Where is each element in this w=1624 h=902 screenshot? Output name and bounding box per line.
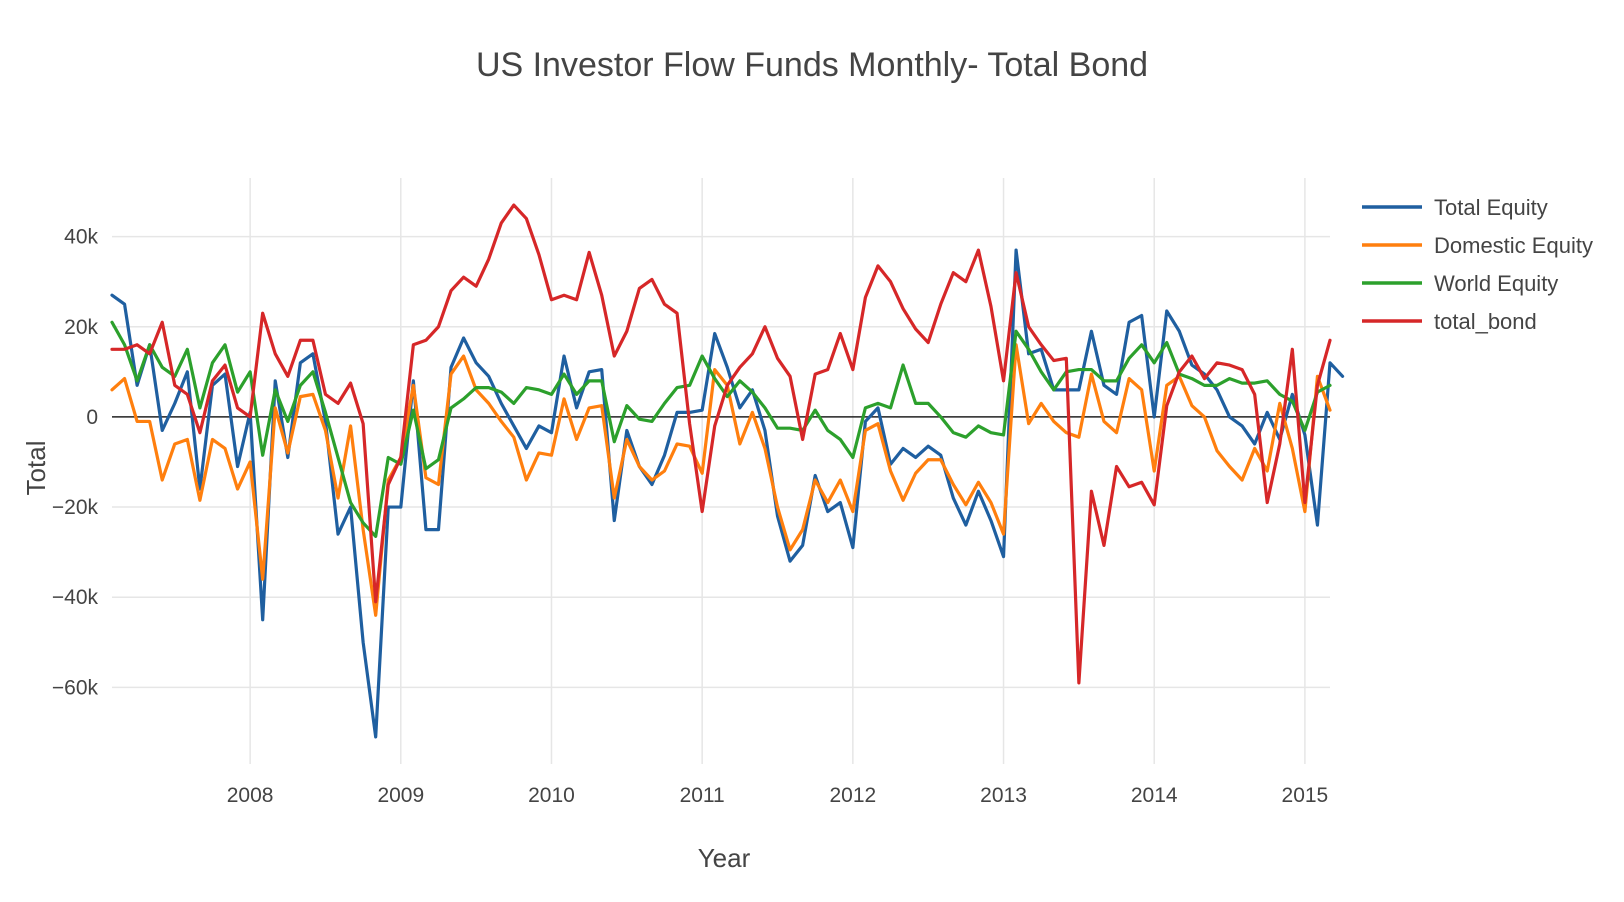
legend-item[interactable]: Total Equity xyxy=(1362,195,1548,220)
legend-label: Total Equity xyxy=(1434,195,1548,220)
legend-item[interactable]: total_bond xyxy=(1362,309,1537,334)
y-tick-label: −20k xyxy=(52,496,99,519)
y-tick-label: 20k xyxy=(64,316,98,339)
x-tick-label: 2011 xyxy=(680,784,725,807)
x-tick-label: 2012 xyxy=(829,784,876,807)
legend-label: total_bond xyxy=(1434,309,1537,334)
x-tick-label: 2008 xyxy=(227,784,274,807)
x-axis-ticks: 2008 2009 2010 2011 2012 2013 2014 2015 xyxy=(227,784,1328,807)
x-tick-label: 2013 xyxy=(980,784,1027,807)
series-line-total-bond xyxy=(110,203,1332,685)
series-line-domestic-equity xyxy=(110,343,1332,617)
legend-label: Domestic Equity xyxy=(1434,233,1593,258)
series-line-world-equity xyxy=(110,320,1332,538)
y-axis-ticks: 40k 20k 0 −20k −40k −60k xyxy=(52,226,99,700)
gridlines xyxy=(112,178,1330,764)
series-lines xyxy=(110,203,1345,739)
chart-title: US Investor Flow Funds Monthly- Total Bo… xyxy=(476,46,1148,84)
y-tick-label: 40k xyxy=(64,226,98,249)
y-tick-label: 0 xyxy=(86,406,98,429)
x-axis-title: Year xyxy=(698,843,751,873)
y-axis-title: Total xyxy=(21,441,51,496)
legend-label: World Equity xyxy=(1434,271,1558,296)
x-tick-label: 2010 xyxy=(528,784,575,807)
x-tick-label: 2015 xyxy=(1282,784,1329,807)
legend-item[interactable]: World Equity xyxy=(1362,271,1558,296)
legend-item[interactable]: Domestic Equity xyxy=(1362,233,1593,258)
legend[interactable]: Total Equity Domestic Equity World Equity t… xyxy=(1362,195,1593,334)
y-tick-label: −60k xyxy=(52,676,99,699)
y-tick-label: −40k xyxy=(52,586,99,609)
x-tick-label: 2014 xyxy=(1131,784,1178,807)
x-tick-label: 2009 xyxy=(377,784,424,807)
series-line-total-equity xyxy=(110,248,1345,739)
